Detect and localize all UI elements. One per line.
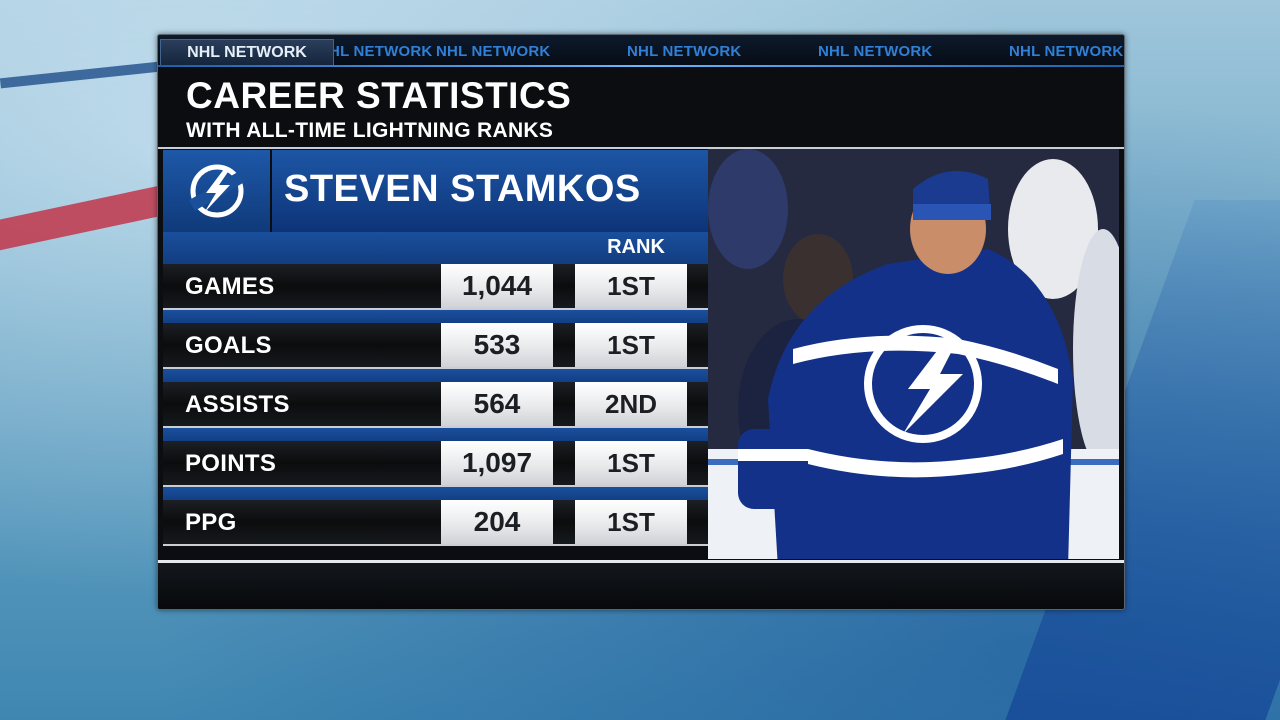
ticker-item: NHL NETWORK <box>627 43 742 60</box>
stat-label: GOALS <box>185 332 272 359</box>
stats-graphic-panel: NHL NETWORK NHL NETWORK NHL NETWORK NHL … <box>157 34 1125 610</box>
stat-row-games: GAMES 1,044 1ST <box>163 264 708 323</box>
player-name-box: STEVEN STAMKOS <box>272 150 708 232</box>
stat-rank: 1ST <box>575 441 687 485</box>
stat-row-ppg: PPG 204 1ST <box>163 500 708 546</box>
stat-rank: 1ST <box>575 323 687 367</box>
rank-header-band <box>163 232 708 264</box>
stat-label: ASSISTS <box>185 391 290 418</box>
rank-column-header: RANK <box>607 236 665 258</box>
stat-label: PPG <box>185 509 237 536</box>
stat-value: 1,097 <box>441 441 553 485</box>
stat-value: 1,044 <box>441 264 553 308</box>
stat-row-goals: GOALS 533 1ST <box>163 323 708 382</box>
stat-label: GAMES <box>185 273 275 300</box>
stat-rank: 2ND <box>575 382 687 426</box>
stat-value: 564 <box>441 382 553 426</box>
team-logo <box>163 150 270 232</box>
title-divider <box>158 147 1124 149</box>
stat-rank: 1ST <box>575 500 687 544</box>
stat-value: 204 <box>441 500 553 544</box>
bottom-divider <box>158 560 1124 563</box>
stat-rank: 1ST <box>575 264 687 308</box>
ticker-item: NHL NETWORK <box>818 43 933 60</box>
lightning-bolt-icon <box>188 164 245 218</box>
stat-label: POINTS <box>185 450 277 477</box>
bottom-bar <box>158 563 1124 609</box>
player-photo-illustration <box>708 149 1119 559</box>
network-ticker: NHL NETWORK NHL NETWORK NHL NETWORK NHL … <box>158 35 1124 67</box>
ticker-item: NHL NETWORK <box>436 43 551 60</box>
graphic-title: CAREER STATISTICS <box>186 75 572 116</box>
stat-value: 533 <box>441 323 553 367</box>
ticker-divider <box>158 65 1124 67</box>
player-photo <box>708 149 1119 559</box>
stat-row-assists: ASSISTS 564 2ND <box>163 382 708 441</box>
graphic-subtitle: WITH ALL-TIME LIGHTNING RANKS <box>186 119 554 142</box>
network-logo-tab: NHL NETWORK <box>160 39 334 67</box>
ticker-item: NHL NETWORK <box>1009 43 1124 60</box>
ticker-item: NHL NETWORK <box>318 43 433 60</box>
stat-row-points: POINTS 1,097 1ST <box>163 441 708 500</box>
player-name: STEVEN STAMKOS <box>284 168 641 210</box>
